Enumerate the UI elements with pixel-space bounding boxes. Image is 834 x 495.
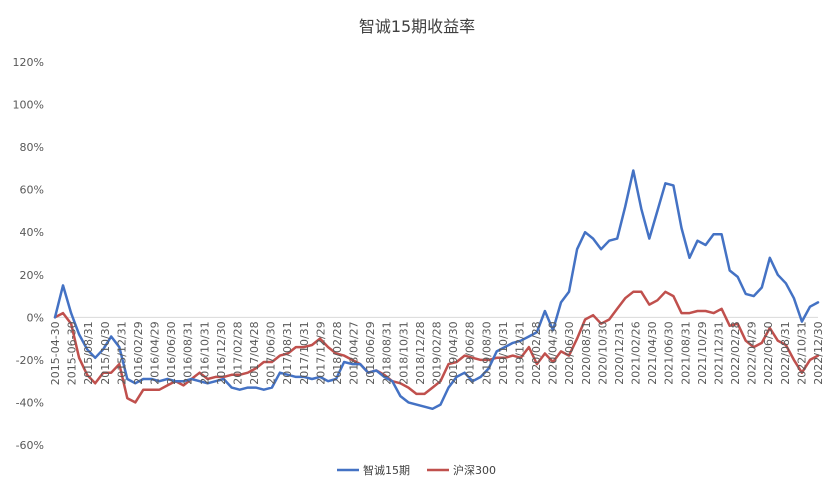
x-tick-label: 2017/12/29: [314, 321, 327, 384]
y-tick-label: 0%: [27, 311, 44, 324]
x-tick-label: 2017/06/30: [265, 321, 278, 384]
y-tick-label: 60%: [20, 184, 44, 197]
x-tick-label: 2019/10/31: [497, 321, 510, 384]
x-tick-label: 2015/10/30: [99, 321, 112, 384]
x-tick-label: 2018/02/28: [331, 321, 344, 384]
x-tick-label: 2019/02/28: [431, 321, 444, 384]
x-tick-label: 2021/06/30: [663, 321, 676, 384]
x-tick-label: 2022/08/31: [779, 321, 792, 384]
y-tick-label: 80%: [20, 141, 44, 154]
x-tick-label: 2016/10/31: [198, 321, 211, 384]
x-tick-label: 2018/10/31: [397, 321, 410, 384]
x-tick-label: 2019/08/30: [480, 321, 493, 384]
x-tick-label: 2021/02/26: [630, 321, 643, 384]
x-tick-label: 2016/08/31: [182, 321, 195, 384]
y-tick-label: -60%: [16, 439, 44, 452]
y-tick-label: 20%: [20, 269, 44, 282]
x-tick-label: 2022/04/29: [746, 321, 759, 384]
x-tick-label: 2015/08/31: [82, 321, 95, 384]
x-tick-label: 2021/10/29: [696, 321, 709, 384]
series-line-1: [53, 169, 820, 411]
x-tick-label: 2018/08/31: [381, 321, 394, 384]
x-tick-label: 2016/06/30: [165, 321, 178, 384]
x-tick-label: 2015/12/31: [115, 321, 128, 384]
x-axis: 2015-04-30 2015-06-30 2015/08/31 2015/10/30…: [49, 321, 825, 385]
x-tick-label: 2017/04/28: [248, 321, 261, 384]
x-tick-label: 2020/04/30: [547, 321, 560, 384]
series-line-2: [53, 290, 820, 404]
legend-label-2: 沪深300: [453, 463, 496, 477]
x-tick-label: 2017/02/28: [231, 321, 244, 384]
x-tick-label: 2020/08/31: [580, 321, 593, 384]
x-tick-label: 2017/10/31: [298, 321, 311, 384]
x-tick-label: 2016/04/29: [149, 321, 162, 384]
x-tick-label: 2020/02/28: [530, 321, 543, 384]
x-tick-label: 2018/12/28: [414, 321, 427, 384]
x-tick-label: 2015-06-30: [66, 321, 79, 385]
x-tick-label: 2020/06/30: [563, 321, 576, 384]
x-tick-label: 2015-04-30: [49, 321, 62, 385]
series-layer: [53, 169, 820, 411]
x-tick-label: 2020/12/31: [613, 321, 626, 384]
y-axis: 120% 100% 80% 60% 40% 20% 0% -20% -40% -60%: [13, 56, 44, 452]
x-tick-label: 2022/12/30: [812, 321, 825, 384]
y-tick-label: -40%: [16, 396, 44, 409]
x-tick-label: 2019/12/31: [513, 321, 526, 384]
x-tick-label: 2022/02/28: [729, 321, 742, 384]
x-tick-label: 2020/10/30: [596, 321, 609, 384]
x-tick-label: 2019/04/30: [447, 321, 460, 384]
y-tick-label: -20%: [16, 354, 44, 367]
legend-label-1: 智诚15期: [363, 463, 410, 477]
x-tick-label: 2021/08/31: [679, 321, 692, 384]
x-tick-label: 2022/10/31: [795, 321, 808, 384]
x-tick-label: 2018/04/27: [348, 321, 361, 384]
y-tick-label: 40%: [20, 226, 44, 239]
x-tick-label: 2021/12/31: [712, 321, 725, 384]
legend: 智诚15期 沪深300: [337, 463, 496, 477]
x-tick-label: 2022/06/30: [762, 321, 775, 384]
y-tick-label: 120%: [13, 56, 44, 69]
x-tick-label: 2021/04/30: [646, 321, 659, 384]
x-tick-label: 2018/06/29: [364, 321, 377, 384]
chart-title: 智诚15期收益率: [359, 17, 475, 36]
y-tick-label: 100%: [13, 99, 44, 112]
x-tick-label: 2017/08/31: [281, 321, 294, 384]
x-tick-label: 2019/06/28: [464, 321, 477, 384]
x-tick-label: 2016/02/29: [132, 321, 145, 384]
x-tick-label: 2016/12/30: [215, 321, 228, 384]
